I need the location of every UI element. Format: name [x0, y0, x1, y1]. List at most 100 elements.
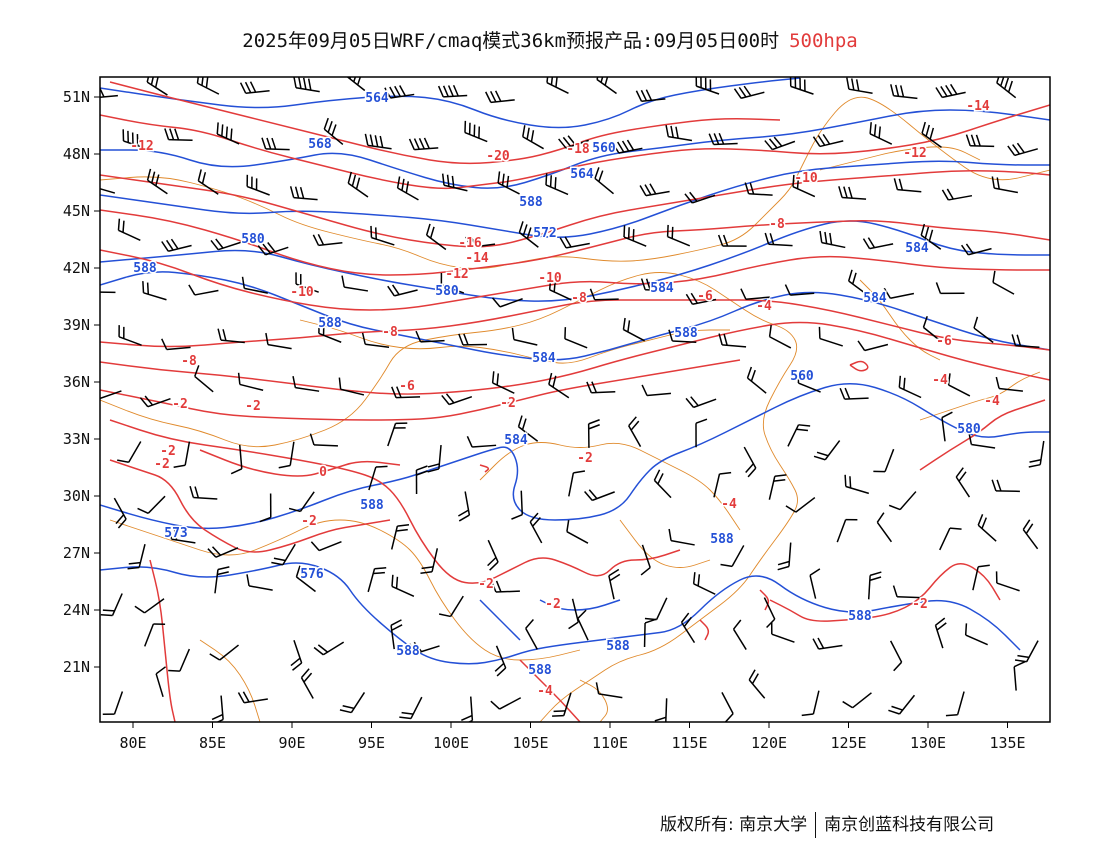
wind-barb: [819, 230, 846, 249]
height-label: 584: [905, 241, 929, 256]
wind-barb: [653, 469, 672, 499]
wind-barb: [587, 419, 600, 448]
wind-barb: [695, 418, 708, 448]
wind-barb: [100, 593, 123, 617]
temperature-label: -2: [160, 444, 176, 459]
lat-tick-label: 48N: [63, 145, 90, 163]
wind-barb: [991, 176, 1018, 194]
wind-barb: [464, 120, 488, 143]
wind-barb: [640, 278, 670, 292]
border-line: [100, 96, 1050, 269]
wind-barb: [584, 489, 615, 502]
temperature-label: -10: [538, 271, 562, 286]
temperature-label: -6: [697, 289, 713, 304]
wind-barb: [939, 527, 962, 551]
wind-barb: [117, 218, 141, 241]
wind-barb: [546, 77, 569, 94]
wind-barb: [295, 565, 316, 593]
wind-barb: [518, 221, 539, 248]
height-label: 588: [519, 195, 543, 210]
border-line: [299, 319, 730, 364]
temperature-contour-line: [519, 659, 581, 722]
wind-barb: [992, 270, 1015, 295]
wind-barb: [977, 514, 997, 542]
wind-barb: [457, 491, 471, 522]
lat-tick-label: 24N: [63, 601, 90, 619]
wind-barb: [717, 234, 747, 247]
temperature-contour-line: [149, 559, 176, 722]
wind-barb: [1028, 440, 1045, 468]
wind-barb: [288, 491, 315, 513]
wind-barb: [785, 496, 816, 513]
wind-barb: [568, 598, 580, 630]
wind-barb: [589, 288, 619, 301]
wind-barb: [818, 326, 843, 347]
wind-barb: [368, 465, 388, 491]
map-axes: 80E 85E 90E 95E 100E 105E 110E 115E 120E 125E 130E…: [63, 88, 1026, 752]
lon-tick-label: 80E: [119, 734, 146, 752]
wind-barb: [490, 580, 520, 593]
wind-barb: [364, 133, 392, 150]
wind-barb: [461, 696, 474, 722]
wind-barb: [812, 637, 843, 650]
wind-barb: [146, 77, 168, 96]
height-label: 584: [504, 433, 528, 448]
temperature-label: -8: [382, 325, 398, 340]
height-label: 576: [300, 567, 324, 582]
wind-barb: [312, 233, 343, 247]
wind-barb: [387, 422, 408, 447]
wind-barb: [732, 619, 747, 650]
wind-barb: [237, 372, 264, 391]
wind-barb: [968, 432, 996, 449]
temperature-label: -4: [537, 684, 553, 699]
height-contour-line: [100, 77, 801, 129]
height-contour-line: [100, 271, 1050, 361]
temperature-contour-line: [109, 81, 781, 165]
wind-barb: [391, 386, 421, 399]
wind-barb: [1011, 334, 1040, 348]
wind-barb: [265, 332, 292, 350]
wind-barb: [685, 292, 717, 305]
wind-barb: [768, 325, 792, 349]
lon-tick-label: 135E: [989, 734, 1025, 752]
wind-barb: [188, 284, 219, 296]
wind-barb: [941, 188, 973, 201]
wind-barb: [695, 77, 720, 95]
temperature-label: -16: [458, 236, 482, 251]
wind-barb: [102, 691, 124, 716]
wind-barb: [640, 544, 651, 576]
wind-barb: [100, 86, 118, 99]
temperature-contour-line: [199, 449, 401, 477]
wind-barb: [387, 284, 418, 297]
wind-barb: [490, 697, 522, 710]
temperature-label: -6: [936, 334, 952, 349]
wind-barb: [748, 669, 766, 699]
temperature-contour-line: [109, 419, 681, 584]
wind-barb: [438, 595, 464, 618]
footer-divider: [815, 812, 817, 838]
height-label: 560: [592, 141, 616, 156]
height-label: 564: [365, 91, 389, 106]
lon-tick-label: 90E: [278, 734, 305, 752]
wind-barb: [246, 574, 273, 591]
wind-barb: [293, 77, 320, 93]
wind-barb: [323, 117, 344, 145]
wind-barb: [628, 416, 642, 447]
wind-barb: [961, 243, 992, 256]
wind-barb: [127, 544, 146, 570]
lon-tick-label: 120E: [751, 734, 787, 752]
wind-barb: [564, 327, 588, 349]
wind-barb: [525, 619, 538, 650]
height-contour-line: [100, 562, 1021, 665]
wind-barb: [680, 612, 696, 644]
wind-barb: [161, 338, 191, 351]
wind-barb: [390, 619, 403, 650]
wind-barb: [935, 282, 965, 295]
height-label: 560: [790, 369, 814, 384]
wind-barb: [146, 168, 168, 195]
lat-tick-label: 42N: [63, 259, 90, 277]
wind-barb: [842, 692, 872, 709]
wind-barb: [995, 571, 1020, 592]
wind-barb: [846, 77, 873, 94]
wind-barb: [639, 183, 670, 197]
